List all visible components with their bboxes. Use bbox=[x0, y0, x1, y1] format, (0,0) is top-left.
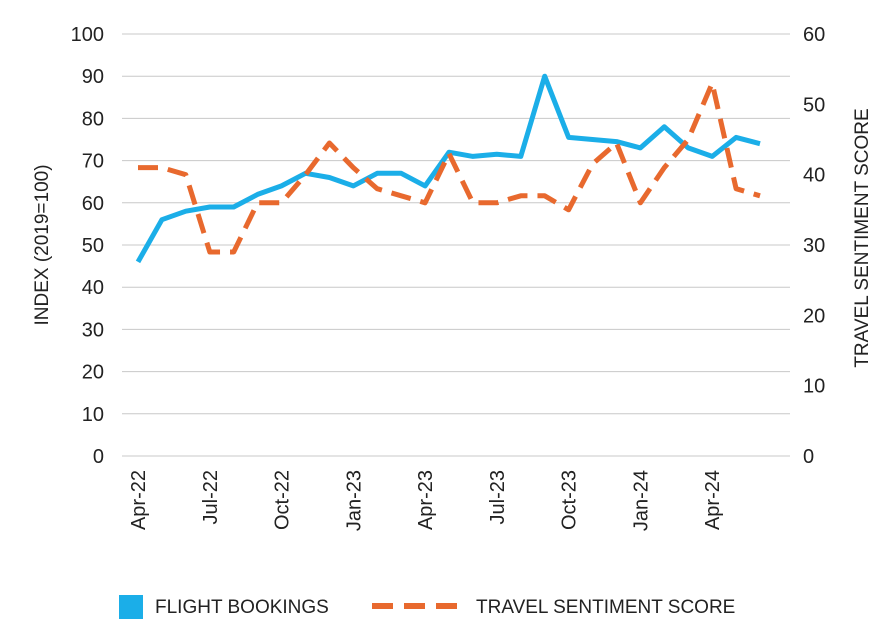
right-axis-title: TRAVEL SENTIMENT SCORE bbox=[852, 108, 873, 367]
right-y-axis: 0 10 20 30 40 50 60 bbox=[803, 24, 825, 468]
right-tick-label: 40 bbox=[803, 165, 825, 187]
right-tick-label: 60 bbox=[803, 24, 825, 46]
right-tick-label: 20 bbox=[803, 305, 825, 327]
left-tick-label: 20 bbox=[82, 362, 104, 384]
left-tick-label: 60 bbox=[82, 193, 104, 215]
legend-swatch-flight-bookings bbox=[119, 595, 143, 619]
x-tick-label: Oct-22 bbox=[272, 470, 294, 530]
series-line-flight-bookings bbox=[135, 73, 761, 264]
x-tick-label: Oct-23 bbox=[559, 470, 581, 530]
x-tick-label: Jan-23 bbox=[343, 470, 365, 531]
right-tick-label: 50 bbox=[803, 94, 825, 116]
right-tick-label: 0 bbox=[803, 446, 814, 468]
left-tick-label: 10 bbox=[82, 404, 104, 426]
series-layer bbox=[135, 73, 761, 264]
left-tick-label: 70 bbox=[82, 151, 104, 173]
right-tick-label: 10 bbox=[803, 376, 825, 398]
left-tick-label: 30 bbox=[82, 319, 104, 341]
x-axis: Apr-22 Jul-22 Oct-22 Jan-23 Apr-23 Jul-23 Oct-… bbox=[128, 470, 724, 531]
gridlines bbox=[122, 33, 790, 457]
x-tick-label: Jan-24 bbox=[630, 470, 652, 531]
left-tick-label: 0 bbox=[93, 446, 104, 468]
right-tick-label: 30 bbox=[803, 235, 825, 257]
left-tick-label: 100 bbox=[71, 24, 104, 46]
x-tick-label: Jul-22 bbox=[200, 470, 222, 524]
left-tick-label: 40 bbox=[82, 277, 104, 299]
left-axis-title: INDEX (2019=100) bbox=[32, 164, 53, 325]
x-tick-label: Apr-24 bbox=[702, 470, 724, 530]
legend: FLIGHT BOOKINGS TRAVEL SENTIMENT SCORE bbox=[119, 595, 735, 619]
left-tick-label: 80 bbox=[82, 108, 104, 130]
series-line-travel-sentiment-score bbox=[138, 80, 761, 255]
x-tick-label: Jul-23 bbox=[487, 470, 509, 524]
left-tick-label: 90 bbox=[82, 66, 104, 88]
left-y-axis: 0 10 20 30 40 50 60 70 80 90 100 bbox=[71, 24, 104, 468]
legend-label-travel-sentiment-score: TRAVEL SENTIMENT SCORE bbox=[476, 597, 735, 618]
x-tick-label: Apr-22 bbox=[128, 470, 150, 530]
x-tick-label: Apr-23 bbox=[415, 470, 437, 530]
legend-label-flight-bookings: FLIGHT BOOKINGS bbox=[155, 597, 329, 618]
left-tick-label: 50 bbox=[82, 235, 104, 257]
